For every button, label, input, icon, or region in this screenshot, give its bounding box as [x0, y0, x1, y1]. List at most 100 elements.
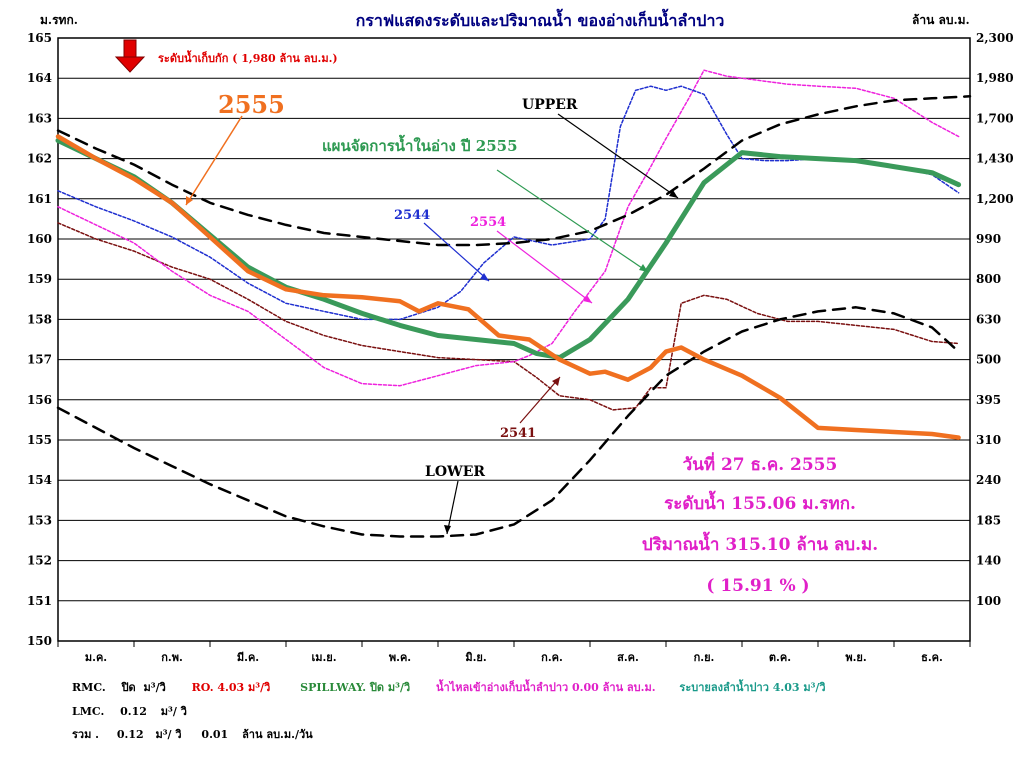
info-date: วันที่ 27 ธ.ค. 2555 — [683, 452, 838, 475]
pointer-2544 — [423, 222, 490, 282]
rmc-value: ปิด — [121, 681, 136, 694]
series-layer — [55, 69, 972, 538]
x-tick-label: พ.ค. — [389, 651, 411, 664]
y2-tick-label: 630 — [976, 312, 1001, 326]
x-tick-label: ก.ค. — [541, 651, 563, 664]
footer-row-2: LMC. 0.12 ม³/ วิ — [72, 702, 191, 720]
status-info: วันที่ 27 ธ.ค. 2555 ระดับน้ำ 155.06 ม.รท… — [642, 452, 878, 596]
info-volume: ปริมาณน้ำ 315.10 ล้าน ลบ.ม. — [642, 531, 878, 555]
label-2544: 2544 — [394, 208, 430, 223]
total-unit: ม³/ วิ — [155, 728, 182, 741]
arrowhead-plan — [639, 264, 648, 272]
y2-tick-label: 2,300 — [976, 31, 1014, 45]
x-tick-label: ก.ย. — [694, 651, 715, 664]
lmc-value: 0.12 — [120, 705, 147, 718]
lmc-label: LMC. — [72, 705, 105, 718]
y-tick-label: 165 — [27, 31, 52, 45]
daily-unit: ล้าน ลบ.ม./วัน — [242, 728, 313, 741]
capacity-label: ระดับน้ำเก็บกัก ( 1,980 ล้าน ลบ.ม.) — [158, 50, 338, 65]
arrowhead-lower — [444, 525, 451, 534]
lmc-unit: ม³/ วิ — [160, 705, 187, 718]
footer-row-3: รวม . 0.12 ม³/ วิ 0.01 ล้าน ลบ.ม./วัน — [72, 725, 317, 743]
y2-tick-label: 140 — [976, 554, 1001, 568]
y-tick-label: 152 — [27, 554, 52, 568]
info-level: ระดับน้ำ 155.06 ม.รทก. — [664, 490, 856, 514]
y2-tick-label: 800 — [976, 272, 1001, 286]
x-tick-label: ส.ค. — [617, 651, 639, 664]
series-line-s2541 — [57, 222, 960, 411]
total-label: รวม . — [72, 728, 99, 741]
y-tick-label: 151 — [27, 594, 52, 608]
y-tick-label: 164 — [27, 71, 52, 85]
y2-tick-label: 1,200 — [976, 192, 1014, 206]
chart-title: กราฟแสดงระดับและปริมาณน้ำ ของอ่างเก็บน้ำ… — [356, 8, 725, 30]
y2-tick-label: 395 — [976, 393, 1001, 407]
arrowhead-2544 — [480, 273, 489, 281]
y2-tick-label: 310 — [976, 433, 1001, 447]
pointer-2554 — [496, 230, 593, 304]
y-tick-label: 155 — [27, 433, 52, 447]
ro-text: RO. 4.03 ม³/วิ — [191, 681, 271, 694]
y-tick-label: 160 — [27, 232, 52, 246]
x-tick-label: มี.ค. — [237, 651, 259, 664]
capacity-arrow-icon — [114, 39, 146, 73]
arrowhead-2554 — [583, 295, 592, 303]
label-2541: 2541 — [500, 426, 536, 441]
total-value: 0.12 — [116, 728, 144, 741]
y2-tick-label: 990 — [976, 232, 1001, 246]
rmc-unit: ม³/วิ — [143, 681, 166, 694]
label-2554: 2554 — [470, 215, 506, 230]
x-tick-label: เม.ย. — [311, 651, 336, 664]
y2-tick-label: 1,980 — [976, 71, 1014, 85]
x-tick-label: ม.ค. — [85, 651, 107, 664]
rmc-label: RMC. — [72, 681, 106, 694]
x-tick-label: ต.ค. — [769, 651, 791, 664]
x-tick-label: ก.พ. — [161, 651, 183, 664]
axis-layer: 150 151 152 153 154 155 156 157 158 159 160 161 162 1… — [27, 31, 1014, 664]
x-tick-label: ธ.ค. — [921, 651, 943, 664]
y-tick-label: 162 — [27, 152, 52, 166]
y2-tick-label: 1,700 — [976, 111, 1014, 125]
y-tick-label: 157 — [27, 353, 52, 367]
y2-tick-label: 100 — [976, 594, 1001, 608]
x-tick-label: มิ.ย. — [465, 651, 486, 664]
right-axis-unit: ล้าน ลบ.ม. — [912, 13, 970, 27]
label-2555: 2555 — [218, 90, 285, 119]
series-line-s2555 — [55, 134, 961, 440]
label-upper: UPPER — [522, 97, 578, 113]
y2-tick-label: 1,430 — [976, 152, 1014, 166]
left-axis-unit: ม.รทก. — [40, 13, 78, 27]
y-tick-label: 150 — [27, 634, 52, 648]
inflow-text: น้ำไหลเข้าอ่างเก็บน้ำลำปาว 0.00 ล้าน ลบ.… — [436, 681, 656, 694]
y-tick-label: 156 — [27, 393, 52, 407]
series-line-upper — [56, 95, 972, 247]
arrowhead-2555 — [186, 196, 193, 205]
y-tick-label: 163 — [27, 111, 52, 125]
daily-value: 0.01 — [201, 728, 229, 741]
label-plan: แผนจัดการน้ำในอ่าง ปี 2555 — [322, 134, 518, 155]
pointer-upper — [557, 113, 679, 199]
y-tick-label: 161 — [27, 192, 52, 206]
label-lower: LOWER — [425, 464, 485, 480]
y2-tick-label: 185 — [976, 513, 1001, 527]
y-tick-label: 158 — [27, 312, 52, 326]
pointer-2541 — [519, 376, 561, 424]
y-tick-label: 159 — [27, 272, 52, 286]
y-tick-label: 153 — [27, 513, 52, 527]
annotation-layer: 2555 UPPER แผนจัดการน้ำในอ่าง ปี 2555 25… — [185, 90, 679, 535]
pointer-plan — [496, 169, 649, 273]
series-line-s2554 — [57, 69, 960, 387]
pointer-lower — [446, 480, 459, 535]
arrowhead-upper — [669, 190, 678, 198]
release-text: ระบายลงลำน้ำปาว 4.03 ม³/วิ — [679, 681, 826, 694]
y2-tick-label: 240 — [976, 473, 1001, 487]
info-percent: ( 15.91 % ) — [706, 576, 809, 596]
arrowhead-2541 — [552, 377, 560, 386]
y2-tick-label: 500 — [976, 353, 1001, 367]
pointer-2555 — [185, 115, 243, 206]
x-tick-label: พ.ย. — [845, 651, 866, 664]
series-line-lower — [56, 306, 960, 538]
spillway-text: SPILLWAY. ปิด ม³/วิ — [300, 681, 411, 694]
